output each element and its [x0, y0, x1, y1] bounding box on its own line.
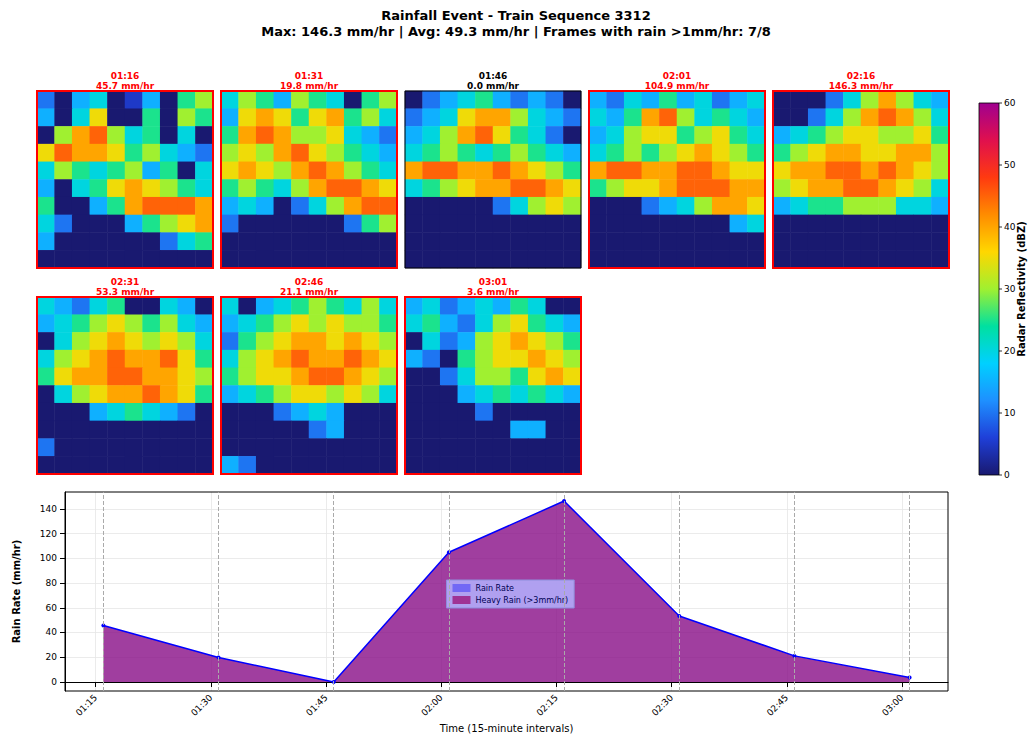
svg-text:0: 0 [51, 677, 57, 687]
svg-text:60: 60 [1004, 98, 1016, 108]
svg-text:21.1 mm/hr: 21.1 mm/hr [280, 287, 339, 297]
svg-text:01:15: 01:15 [74, 692, 99, 717]
svg-text:100: 100 [40, 553, 57, 563]
svg-text:02:46: 02:46 [295, 277, 324, 287]
svg-text:02:15: 02:15 [535, 692, 560, 717]
svg-text:20: 20 [1004, 346, 1016, 356]
svg-text:0.0 mm/hr: 0.0 mm/hr [467, 81, 520, 91]
svg-text:40: 40 [46, 627, 58, 637]
svg-text:01:31: 01:31 [295, 71, 324, 81]
svg-text:0: 0 [1004, 470, 1010, 480]
svg-text:3.6 mm/hr: 3.6 mm/hr [467, 287, 520, 297]
svg-text:02:16: 02:16 [847, 71, 876, 81]
svg-text:50: 50 [1004, 160, 1016, 170]
svg-text:02:31: 02:31 [111, 277, 140, 287]
svg-text:01:45: 01:45 [304, 692, 329, 717]
svg-text:104.9 mm/hr: 104.9 mm/hr [645, 81, 710, 91]
svg-text:Radar Reflectivity (dBZ): Radar Reflectivity (dBZ) [1016, 221, 1027, 356]
svg-text:45.7 mm/hr: 45.7 mm/hr [96, 81, 155, 91]
svg-text:03:00: 03:00 [880, 692, 906, 718]
svg-text:01:16: 01:16 [111, 71, 140, 81]
svg-text:02:30: 02:30 [650, 692, 676, 718]
svg-text:02:01: 02:01 [663, 71, 692, 81]
svg-text:40: 40 [1004, 222, 1016, 232]
svg-text:Max: 146.3 mm/hr | Avg: 49.3 m: Max: 146.3 mm/hr | Avg: 49.3 mm/hr | Fra… [261, 24, 771, 39]
svg-text:146.3 mm/hr: 146.3 mm/hr [829, 81, 894, 91]
svg-text:02:00: 02:00 [419, 692, 445, 718]
svg-text:Rain Rate (mm/hr): Rain Rate (mm/hr) [11, 540, 22, 644]
svg-text:01:46: 01:46 [479, 71, 508, 81]
svg-text:30: 30 [1004, 284, 1016, 294]
svg-text:20: 20 [46, 652, 58, 662]
svg-text:02:45: 02:45 [765, 692, 790, 717]
svg-text:Rainfall Event - Train Sequenc: Rainfall Event - Train Sequence 3312 [381, 8, 650, 23]
svg-text:53.3 mm/hr: 53.3 mm/hr [96, 287, 155, 297]
svg-text:60: 60 [46, 603, 58, 613]
svg-text:19.8 mm/hr: 19.8 mm/hr [280, 81, 339, 91]
svg-text:01:30: 01:30 [189, 692, 215, 718]
svg-text:80: 80 [46, 578, 58, 588]
svg-text:10: 10 [1004, 408, 1016, 418]
svg-text:Time (15-minute intervals): Time (15-minute intervals) [439, 723, 574, 734]
svg-text:120: 120 [40, 529, 57, 539]
svg-text:140: 140 [40, 504, 57, 514]
svg-text:03:01: 03:01 [479, 277, 508, 287]
